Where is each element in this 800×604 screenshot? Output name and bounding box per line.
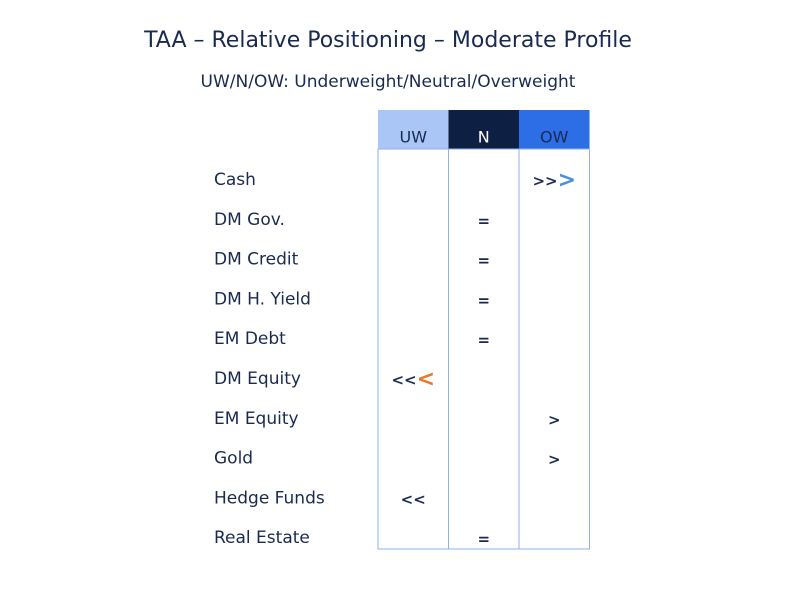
- asset-label: Gold: [214, 449, 253, 469]
- position: <<: [401, 490, 426, 508]
- column-header: [519, 110, 590, 149]
- asset-label: Real Estate: [214, 528, 310, 548]
- title: TAA – Relative Positioning – Moderate Pr…: [143, 28, 632, 53]
- position-change: >: [558, 168, 576, 193]
- column-label: UW: [399, 128, 427, 147]
- asset-label: DM H. Yield: [214, 289, 311, 309]
- asset-label: Hedge Funds: [214, 488, 325, 508]
- asset-label: Cash: [214, 170, 256, 190]
- position-marker: =: [477, 291, 490, 309]
- column-label: OW: [540, 128, 569, 147]
- position-marker: =: [477, 251, 490, 269]
- column-body: [518, 148, 590, 550]
- position-marker: =: [477, 530, 490, 548]
- asset-label: EM Equity: [214, 409, 299, 429]
- position: =: [477, 211, 490, 229]
- asset-label: DM Equity: [214, 369, 301, 389]
- column-body: [448, 148, 520, 550]
- position: >>: [532, 172, 557, 190]
- position: >: [548, 410, 561, 428]
- position-marker: =: [477, 331, 490, 349]
- asset-label: DM Gov.: [214, 210, 285, 230]
- asset-label: EM Debt: [214, 329, 286, 349]
- position-marker: >: [548, 410, 561, 428]
- column-header: [378, 110, 449, 149]
- position-marker: =: [477, 211, 490, 229]
- position: =: [477, 331, 490, 349]
- position-marker: >: [548, 450, 561, 468]
- position: =: [477, 251, 490, 269]
- position-marker: <<: [401, 490, 426, 508]
- column-label: N: [478, 128, 490, 147]
- subtitle: UW/N/OW: Underweight/Neutral/Overweight: [201, 72, 576, 92]
- position-marker: >>>: [532, 168, 576, 193]
- position: <<: [391, 371, 416, 389]
- column-header: [448, 110, 519, 149]
- asset-label: DM Credit: [214, 250, 299, 270]
- position: =: [477, 291, 490, 309]
- position-marker: <<<: [391, 367, 435, 392]
- position: =: [477, 530, 490, 548]
- position-change: <: [417, 367, 435, 392]
- position: >: [548, 450, 561, 468]
